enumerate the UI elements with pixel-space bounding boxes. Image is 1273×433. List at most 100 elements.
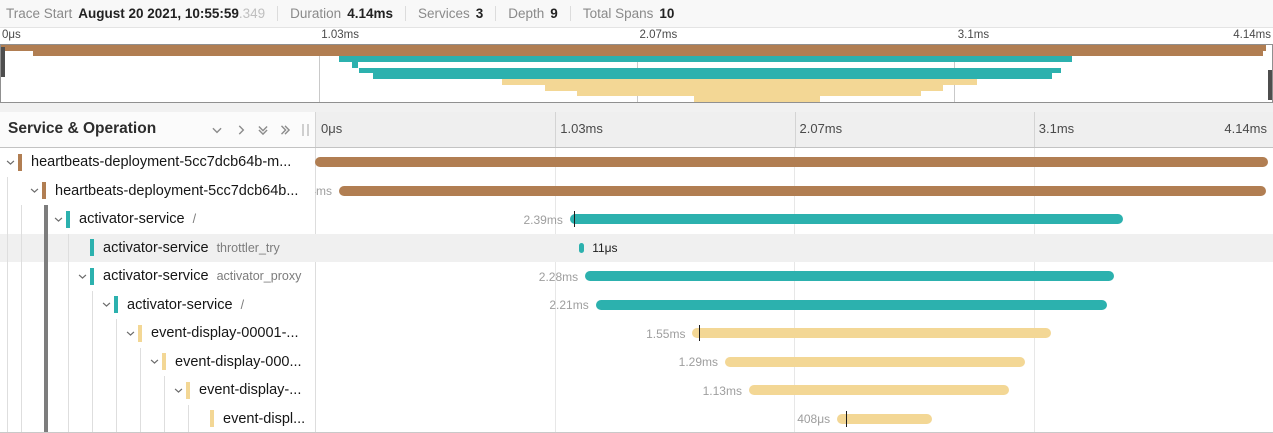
span-duration-bar[interactable] xyxy=(837,413,932,424)
span-timeline-cell[interactable]: 2.39ms xyxy=(315,205,1273,234)
minimap-span-row xyxy=(1,84,1272,91)
span-row[interactable]: heartbeats-deployment-5cc7dcb64b-m... xyxy=(0,148,1273,177)
span-name-cell[interactable]: activator-service throttler_try xyxy=(0,234,315,263)
service-color-block xyxy=(66,210,70,228)
span-rows: heartbeats-deployment-5cc7dcb64b-m... hea… xyxy=(0,148,1273,433)
span-duration-bar[interactable] xyxy=(692,328,1051,338)
span-name-cell[interactable]: event-display-... xyxy=(0,376,315,405)
axis-gridline xyxy=(555,112,557,147)
span-row[interactable]: heartbeats-deployment-5cc7dcb64b... 4.14m… xyxy=(0,177,1273,206)
span-row[interactable]: activator-service activator_proxy 2.28ms xyxy=(0,262,1273,291)
stat-label: Services xyxy=(417,6,470,21)
minimap-span-row xyxy=(1,56,1272,63)
collapse-all-icon[interactable] xyxy=(256,123,270,137)
stat-label: Trace Start xyxy=(6,6,73,21)
service-name: event-display-00001-... xyxy=(151,325,299,342)
expand-one-level-icon[interactable] xyxy=(234,123,248,137)
span-name-cell[interactable]: heartbeats-deployment-5cc7dcb64b-m... xyxy=(0,148,315,177)
span-log-marker xyxy=(845,410,847,427)
span-timeline-cell[interactable]: 1.55ms xyxy=(315,319,1273,348)
span-duration-bar[interactable] xyxy=(748,385,1009,395)
stat-label: Duration xyxy=(290,6,342,21)
span-expander-chevron-icon[interactable] xyxy=(27,185,42,196)
span-row[interactable]: activator-service / 2.21ms xyxy=(0,291,1273,320)
minimap-span-row xyxy=(1,45,1272,51)
expand-all-icon[interactable] xyxy=(278,123,292,137)
span-timeline-cell[interactable]: 4.14ms xyxy=(315,177,1273,206)
timeline-axis-header: 0μs 1.03ms 2.07ms 3.1ms 4.14ms xyxy=(315,112,1273,147)
stat-value: 4.14ms xyxy=(347,6,393,21)
minimap-divider-band xyxy=(0,103,1273,112)
span-timeline-cell[interactable]: 11μs xyxy=(315,234,1273,263)
span-row[interactable]: event-display-000... 1.29ms xyxy=(0,348,1273,377)
service-name: activator-service xyxy=(103,268,209,285)
stat-value: August 20 2021, 10:55:59.349 xyxy=(78,6,266,21)
span-row[interactable]: event-display-... 1.13ms xyxy=(0,376,1273,405)
span-timeline-cell[interactable]: 2.28ms xyxy=(315,262,1273,291)
span-name-cell[interactable]: event-display-00001-... xyxy=(0,319,315,348)
span-expander-chevron-icon[interactable] xyxy=(99,299,114,310)
service-color-block xyxy=(90,267,94,285)
span-duration-label: 2.28ms xyxy=(538,269,579,284)
span-row[interactable]: event-displ... 408μs xyxy=(0,405,1273,433)
span-row[interactable]: event-display-00001-... 1.55ms xyxy=(0,319,1273,348)
trace-minimap[interactable] xyxy=(0,44,1273,103)
span-row[interactable]: activator-service / 2.39ms xyxy=(0,205,1273,234)
ruler-tick-label: 2.07ms xyxy=(639,29,678,41)
service-name: activator-service xyxy=(127,296,233,313)
span-name-cell[interactable]: activator-service activator_proxy xyxy=(0,262,315,291)
span-timeline-cell[interactable]: 408μs xyxy=(315,405,1273,433)
span-expander-chevron-icon[interactable] xyxy=(3,157,18,168)
minimap-span-row xyxy=(1,96,1272,102)
span-name-cell[interactable]: event-display-000... xyxy=(0,348,315,377)
span-row[interactable]: activator-service throttler_try 11μs xyxy=(0,233,1273,263)
stat-value: 9 xyxy=(550,6,558,21)
trace-stat-trace-start: Trace Start August 20 2021, 10:55:59.349 xyxy=(6,6,265,21)
span-log-marker xyxy=(573,211,575,227)
span-name-cell[interactable]: activator-service / xyxy=(0,205,315,234)
span-timeline-cell[interactable]: 1.29ms xyxy=(315,348,1273,377)
span-duration-bar[interactable] xyxy=(338,185,1267,196)
ruler-tick-label: 0μs xyxy=(2,29,21,41)
span-duration-label: 11μs xyxy=(592,241,618,255)
span-expander-chevron-icon[interactable] xyxy=(51,214,66,225)
span-duration-label: 1.55ms xyxy=(646,326,686,341)
span-duration-bar[interactable] xyxy=(315,157,1269,167)
span-timeline-cell[interactable]: 1.13ms xyxy=(315,376,1273,405)
minimap-left-scrubber-handle[interactable] xyxy=(1,47,5,77)
span-expander-chevron-icon[interactable] xyxy=(123,328,138,339)
span-expander-chevron-icon[interactable] xyxy=(75,271,90,282)
span-name-cell[interactable]: activator-service / xyxy=(0,291,315,320)
span-duration-bar[interactable] xyxy=(595,299,1108,310)
minimap-span-bar xyxy=(351,62,359,68)
service-color-block xyxy=(186,381,190,399)
minimap-right-scrubber-handle[interactable] xyxy=(1268,70,1272,100)
stat-label: Depth xyxy=(508,6,545,21)
span-expander-chevron-icon[interactable] xyxy=(147,356,162,367)
stat-value-fraction: .349 xyxy=(238,6,266,21)
span-duration-label: 1.29ms xyxy=(678,355,719,369)
span-duration-label: 1.13ms xyxy=(702,383,742,398)
span-expander-chevron-icon[interactable] xyxy=(171,385,186,396)
service-color-block xyxy=(114,296,118,314)
span-duration-bar[interactable] xyxy=(579,242,585,253)
collapse-one-level-icon[interactable] xyxy=(210,123,224,137)
minimap-span-bar xyxy=(339,56,1073,63)
span-timeline-cell[interactable] xyxy=(315,148,1273,177)
minimap-span-row xyxy=(1,90,1272,97)
service-name: heartbeats-deployment-5cc7dcb64b... xyxy=(55,182,299,199)
axis-gridline xyxy=(794,112,796,147)
span-duration-bar[interactable] xyxy=(725,356,1025,367)
stat-separator xyxy=(495,6,497,21)
column-resize-grip[interactable] xyxy=(302,124,309,136)
span-duration-bar[interactable] xyxy=(585,271,1114,281)
minimap-span-row xyxy=(1,67,1272,74)
ruler-tick-label: 3.1ms xyxy=(957,29,990,41)
minimap-span-bar xyxy=(693,96,820,102)
stat-value: 3 xyxy=(475,6,484,21)
span-name-cell[interactable]: event-displ... xyxy=(0,405,315,433)
span-timeline-cell[interactable]: 2.21ms xyxy=(315,291,1273,320)
span-duration-bar[interactable] xyxy=(569,214,1123,224)
span-name-cell[interactable]: heartbeats-deployment-5cc7dcb64b... xyxy=(0,177,315,206)
